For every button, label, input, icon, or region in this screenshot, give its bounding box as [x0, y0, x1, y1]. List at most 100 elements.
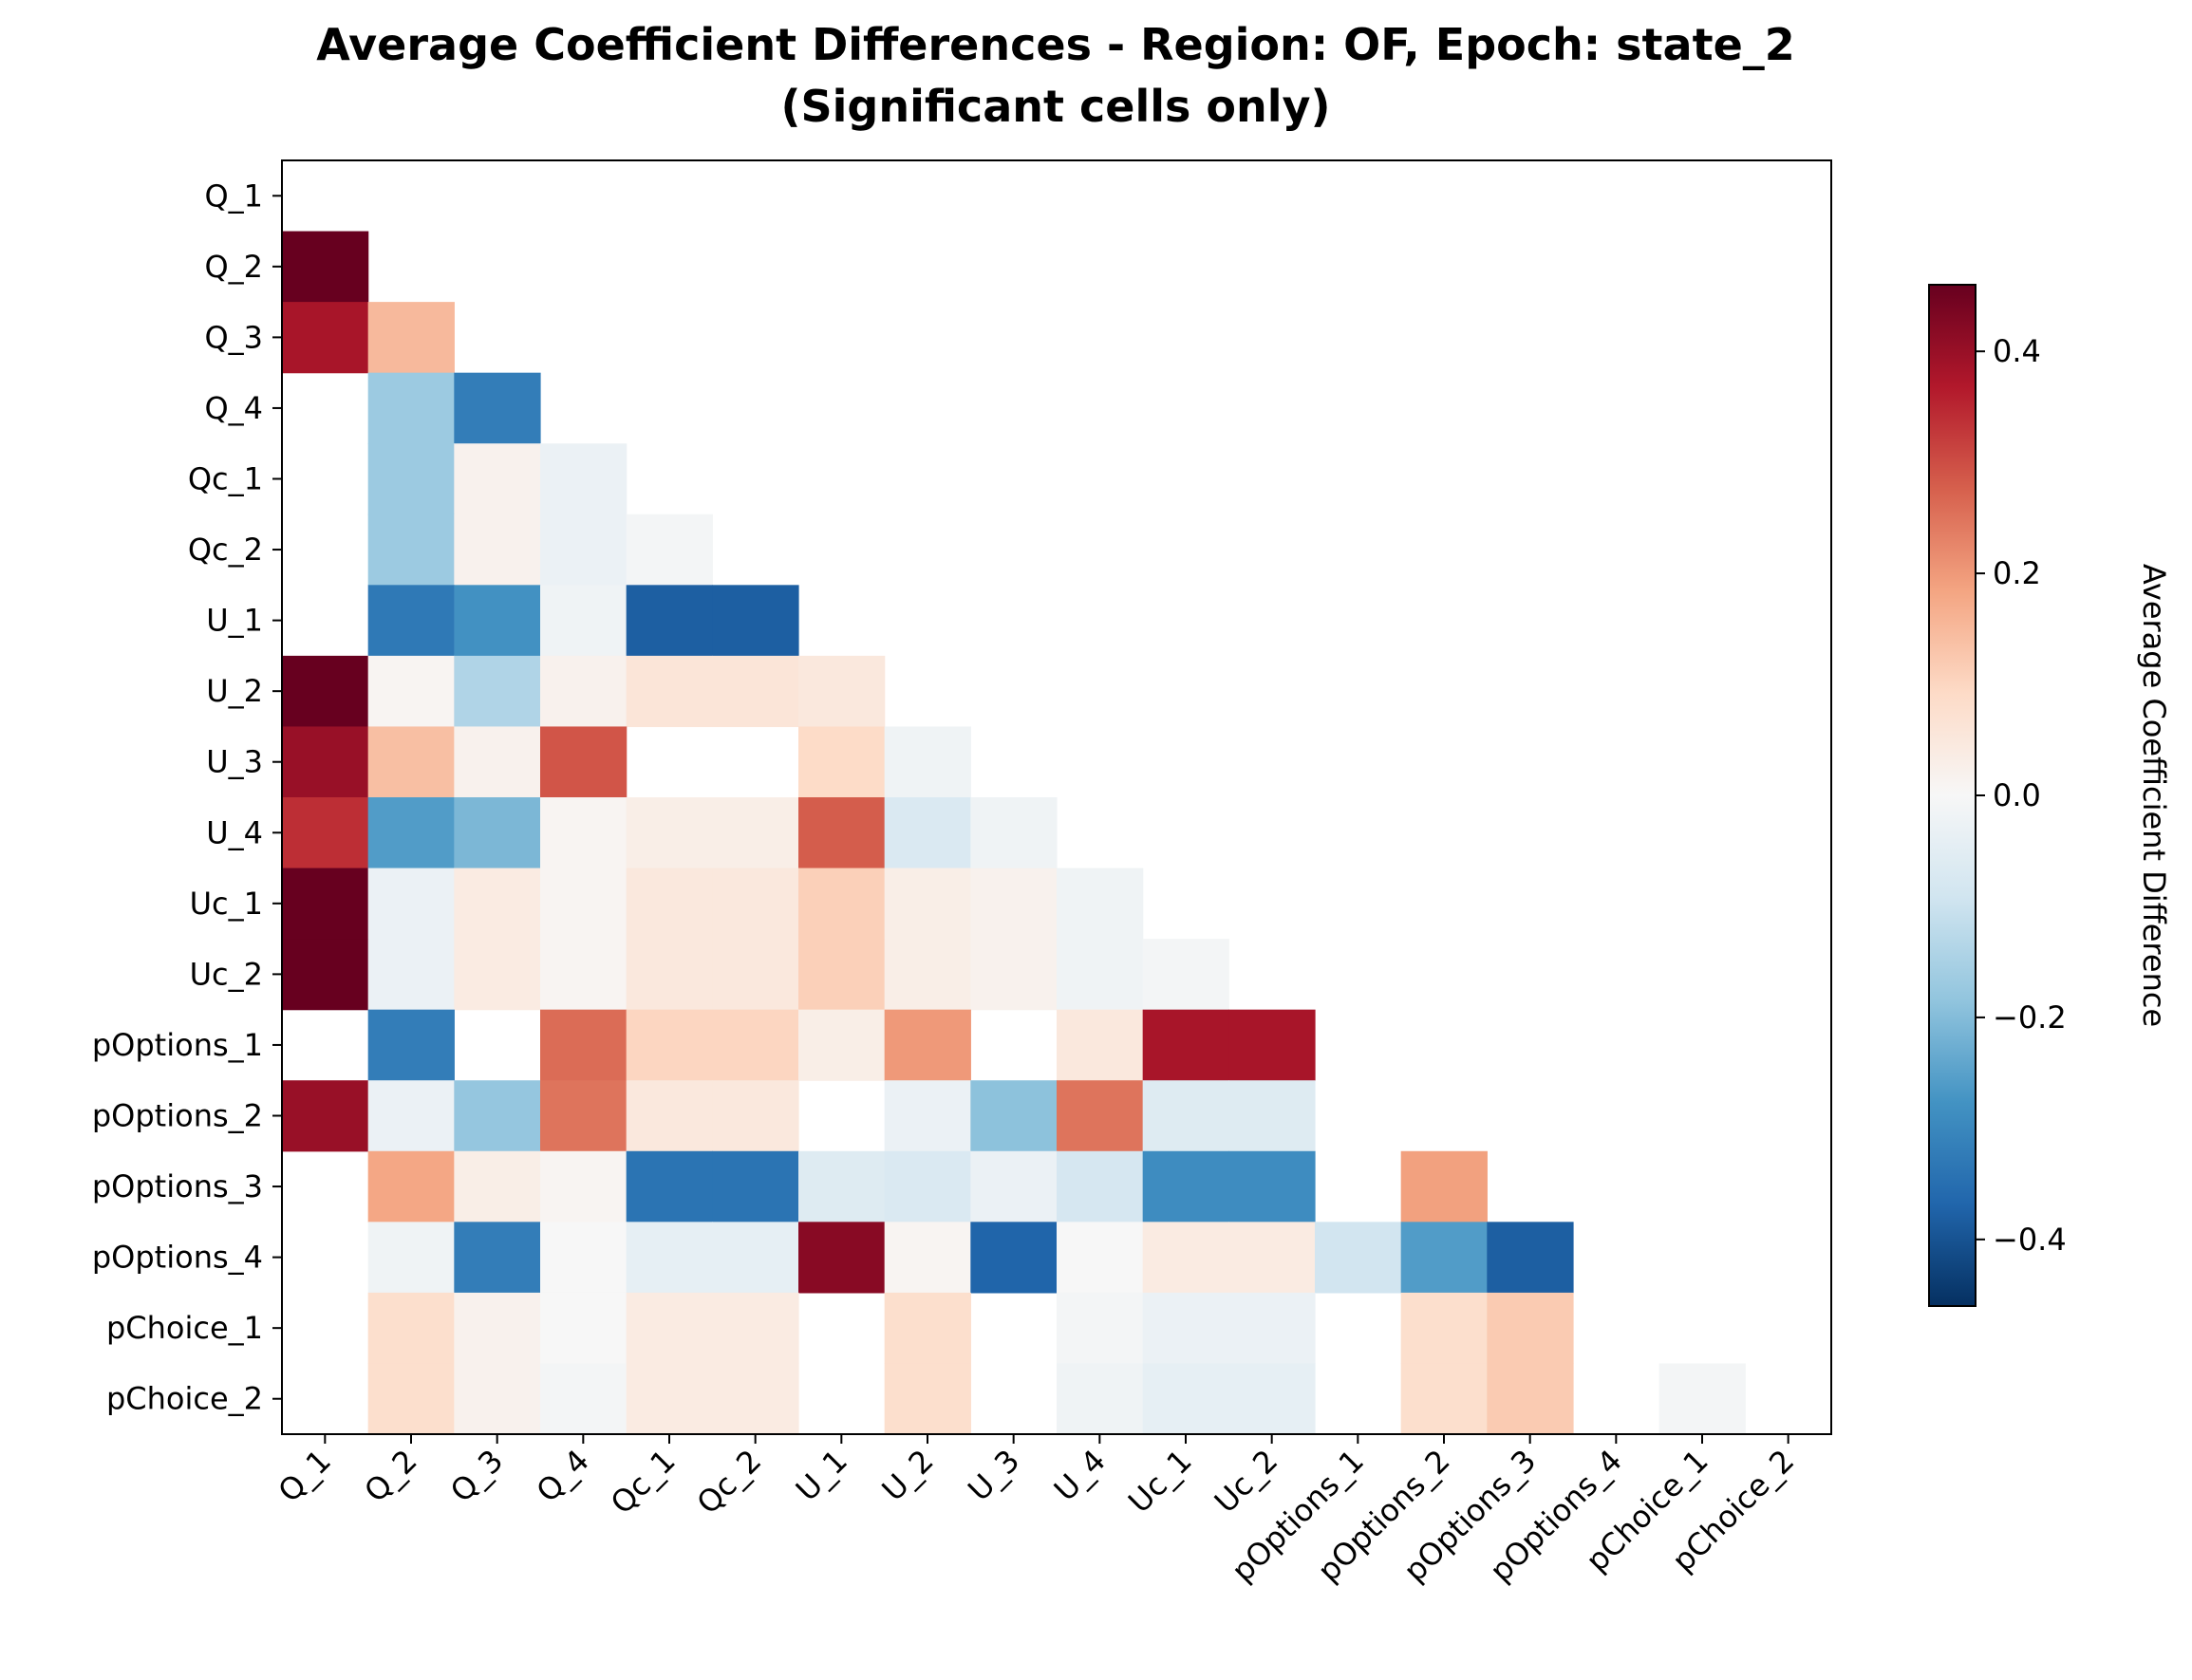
heatmap-cell-U_4-Qc_2: [712, 797, 799, 869]
heatmap-cell-U_4-U_3: [970, 797, 1058, 869]
heatmap-cell-pOptions_4-Uc_1: [1142, 1222, 1229, 1294]
heatmap-cell-U_3-U_1: [798, 726, 886, 798]
heatmap-cell-Q_4-Q_3: [454, 372, 541, 444]
heatmap-cell-pOptions_4-Q_2: [367, 1222, 455, 1294]
heatmap-cell-pChoice_2-Uc_1: [1142, 1363, 1229, 1435]
y-tick-label: Q_2: [204, 249, 263, 285]
heatmap-cell-pChoice_1-pOptions_2: [1400, 1292, 1488, 1365]
heatmap-cell-pOptions_2-Uc_2: [1228, 1080, 1316, 1152]
heatmap-cell-Uc_1-Q_3: [454, 868, 541, 940]
y-tick-label: U_4: [206, 814, 263, 850]
heatmap-cell-U_3-Q_4: [540, 726, 628, 798]
heatmap-cell-Qc_1-Q_2: [367, 443, 455, 515]
heatmap-cell-pOptions_2-Q_3: [454, 1080, 541, 1152]
heatmap-cell-Uc_2-Uc_1: [1142, 939, 1229, 1011]
heatmap-cell-pOptions_3-U_4: [1057, 1150, 1144, 1223]
heatmap-cell-Uc_2-U_1: [798, 939, 886, 1011]
heatmap-cell-pChoice_2-Qc_1: [626, 1363, 713, 1435]
colorbar-gradient: [1928, 284, 1977, 1307]
heatmap-cell-Uc_2-Q_2: [367, 939, 455, 1011]
heatmap-cell-pOptions_3-Qc_1: [626, 1150, 713, 1223]
heatmap-cell-U_1-Qc_2: [712, 585, 799, 657]
heatmap-cell-Uc_2-Q_4: [540, 939, 628, 1011]
y-tick-label: pChoice_2: [106, 1381, 263, 1417]
heatmap-cell-pOptions_3-Q_4: [540, 1150, 628, 1223]
heatmap-cell-pChoice_1-U_4: [1057, 1292, 1144, 1365]
heatmap-cell-pOptions_4-U_4: [1057, 1222, 1144, 1294]
heatmap-cell-pOptions_4-U_2: [884, 1222, 971, 1294]
heatmap-cell-pOptions_2-Q_1: [282, 1080, 369, 1152]
heatmap-cell-pOptions_3-U_1: [798, 1150, 886, 1223]
heatmap-cell-pOptions_1-U_4: [1057, 1009, 1144, 1081]
heatmap-cell-U_1-Q_4: [540, 585, 628, 657]
heatmap-cell-pChoice_2-Q_2: [367, 1363, 455, 1435]
heatmap-cell-Uc_2-Q_3: [454, 939, 541, 1011]
heatmap-cell-Uc_2-U_4: [1057, 939, 1144, 1011]
heatmap-cell-pOptions_1-Qc_1: [626, 1009, 713, 1081]
heatmap-cell-pOptions_4-U_3: [970, 1222, 1058, 1294]
heatmap-cell-pChoice_2-Uc_2: [1228, 1363, 1316, 1435]
heatmap-cell-pOptions_1-U_2: [884, 1009, 971, 1081]
heatmap-cell-Uc_1-Qc_1: [626, 868, 713, 940]
heatmap-cell-U_3-Q_3: [454, 726, 541, 798]
y-tick-label: U_3: [206, 744, 263, 780]
heatmap-cell-pOptions_2-Q_4: [540, 1080, 628, 1152]
heatmap-cell-pOptions_1-Qc_2: [712, 1009, 799, 1081]
heatmap-cell-U_2-Q_4: [540, 655, 628, 728]
y-tick-label: Q_3: [204, 319, 263, 355]
heatmap-cell-U_1-Q_3: [454, 585, 541, 657]
heatmap-cell-U_2-Qc_1: [626, 655, 713, 728]
heatmap-cell-pChoice_1-pOptions_3: [1487, 1292, 1574, 1365]
heatmap-cell-Uc_1-U_4: [1057, 868, 1144, 940]
heatmap-cell-Qc_1-Q_3: [454, 443, 541, 515]
heatmap-cell-U_4-Q_2: [367, 797, 455, 869]
heatmap-cell-pChoice_1-Uc_1: [1142, 1292, 1229, 1365]
heatmap-cell-pOptions_1-Uc_1: [1142, 1009, 1229, 1081]
colorbar: 0.4 0.2 0.0 −0.2 −0.4 Average Coefficient Di…: [1928, 284, 2172, 1307]
heatmap-cell-Q_3-Q_2: [367, 302, 455, 374]
heatmap-cell-pOptions_4-pOptions_2: [1400, 1222, 1488, 1294]
heatmap-cell-Qc_1-Q_4: [540, 443, 628, 515]
heatmap-cell-Uc_2-Q_1: [282, 939, 369, 1011]
y-tick-label: pOptions_2: [92, 1098, 263, 1134]
heatmap-cell-pOptions_2-Qc_1: [626, 1080, 713, 1152]
heatmap-cell-U_2-Qc_2: [712, 655, 799, 728]
heatmap-cell-pOptions_3-U_3: [970, 1150, 1058, 1223]
y-tick-label: Qc_1: [188, 461, 263, 497]
heatmap-cell-U_4-U_2: [884, 797, 971, 869]
heatmap-cell-pOptions_1-Uc_2: [1228, 1009, 1316, 1081]
heatmap-cell-pOptions_2-U_2: [884, 1080, 971, 1152]
heatmap-cell-U_3-Q_1: [282, 726, 369, 798]
heatmap-cell-Uc_2-Qc_2: [712, 939, 799, 1011]
y-tick-label: pOptions_4: [92, 1240, 263, 1276]
heatmap-cell-Qc_2-Q_2: [367, 513, 455, 586]
heatmap-cell-pChoice_1-U_2: [884, 1292, 971, 1365]
heatmap-cell-U_2-Q_3: [454, 655, 541, 728]
heatmap-cell-U_1-Q_2: [367, 585, 455, 657]
heatmap-cell-U_1-Qc_1: [626, 585, 713, 657]
heatmap-cell-pOptions_2-Q_2: [367, 1080, 455, 1152]
heatmap-cell-pChoice_1-Q_4: [540, 1292, 628, 1365]
heatmap-cell-pChoice_2-U_2: [884, 1363, 971, 1435]
y-tick-label: pChoice_1: [106, 1310, 263, 1346]
y-tick-label: Q_4: [204, 390, 263, 426]
heatmap-cell-pOptions_1-Q_4: [540, 1009, 628, 1081]
heatmap-cell-pOptions_3-Q_2: [367, 1150, 455, 1223]
heatmap-cell-pOptions_1-U_1: [798, 1009, 886, 1081]
heatmap-cell-pChoice_1-Uc_2: [1228, 1292, 1316, 1365]
heatmap-cell-Q_2-Q_1: [282, 231, 369, 303]
heatmap-cell-pOptions_1-Q_2: [367, 1009, 455, 1081]
heatmap-cell-Uc_1-Q_1: [282, 868, 369, 940]
heatmap-cell-Uc_1-Q_2: [367, 868, 455, 940]
colorbar-label: Average Coefficient Difference: [2136, 564, 2172, 1027]
heatmap-cell-Qc_2-Qc_1: [626, 513, 713, 586]
heatmap-cell-Q_3-Q_1: [282, 302, 369, 374]
heatmap-cell-pChoice_1-Q_2: [367, 1292, 455, 1365]
heatmap-cell-pOptions_4-pOptions_3: [1487, 1222, 1574, 1294]
heatmap-cell-pOptions_2-U_3: [970, 1080, 1058, 1152]
plot-frame: [281, 159, 1832, 1435]
chart-title: Average Coefficient Differences - Region…: [316, 19, 1795, 70]
heatmap-cell-pOptions_2-Uc_1: [1142, 1080, 1229, 1152]
heatmap-cell-Uc_1-U_2: [884, 868, 971, 940]
